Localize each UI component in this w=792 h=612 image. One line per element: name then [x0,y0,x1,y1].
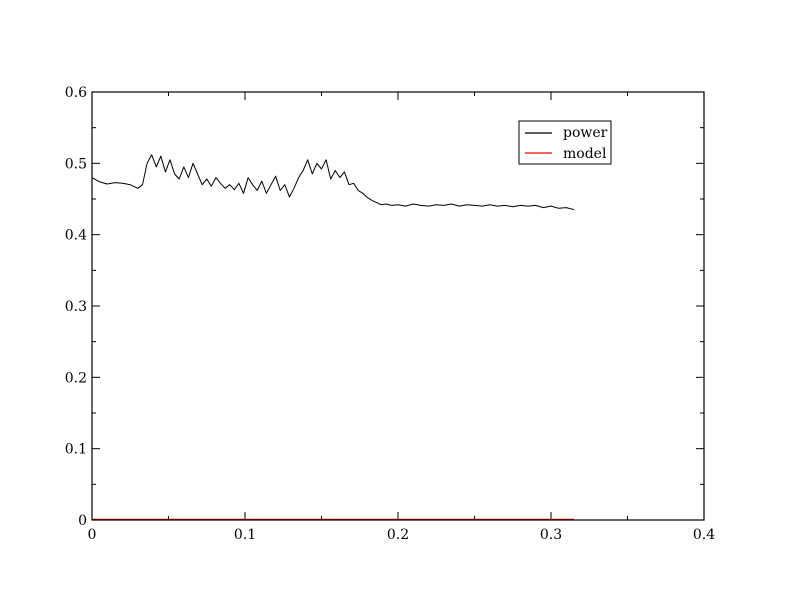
x-tick-label: 0.1 [234,527,256,543]
y-tick-label: 0.1 [65,442,87,458]
y-tick-label: 0.6 [65,85,87,101]
y-tick-label: 0.5 [65,156,87,172]
x-tick-label: 0.2 [387,527,409,543]
plot-frame [91,91,705,521]
legend-label-model: model [563,146,607,162]
legend-box [518,120,612,165]
series-lines [91,154,575,520]
legend: power model [518,120,612,165]
y-tick-label: 0.4 [65,228,87,244]
y-tick-label: 0.3 [65,299,87,315]
x-tick-label: 0.3 [540,527,562,543]
series-line-power [91,154,575,211]
y-tick-label: 0.2 [65,370,87,386]
y-tick-label: 0 [78,513,87,529]
axis-tick-labels: 0 0.1 0.2 0.3 0.4 0 0.1 0.2 0.3 0.4 0.5 0.6 [65,85,715,543]
legend-label-power: power [563,125,608,141]
x-tick-label: 0.4 [693,527,715,543]
x-tick-label: 0 [88,527,97,543]
